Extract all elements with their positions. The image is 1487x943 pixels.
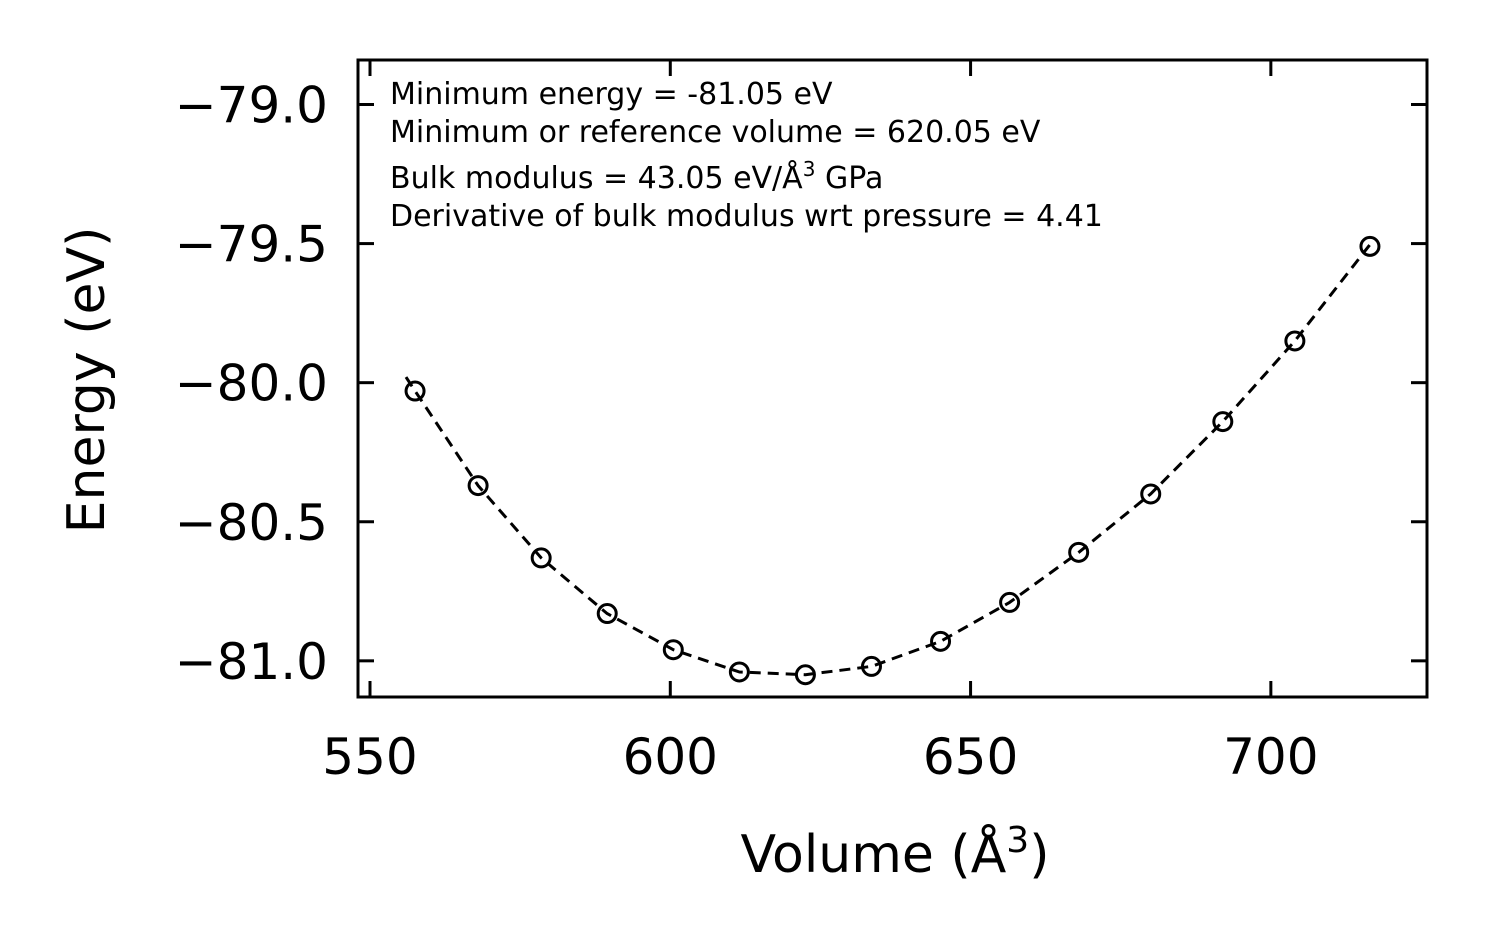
y-tick-label: −81.0	[175, 633, 328, 691]
y-tick-label: −79.0	[175, 77, 328, 135]
x-tick-label: 650	[923, 728, 1018, 786]
data-point	[1068, 541, 1090, 563]
x-axis-title: Volume (Å3)	[741, 820, 1050, 885]
data-point	[1284, 330, 1306, 352]
fit-curve	[404, 239, 1375, 677]
fit-curve-path	[404, 239, 1375, 677]
y-tick-label: −80.5	[175, 494, 328, 552]
x-axis-title-main: Volume (Å	[741, 823, 1007, 885]
x-axis-title-end: )	[1029, 825, 1049, 885]
plot-frame	[356, 58, 1429, 699]
x-tick-label: 600	[623, 728, 718, 786]
y-tick-label: −79.5	[175, 216, 328, 274]
annotation-bulk-modulus: Bulk modulus = 43.05 eV/Å3 GPa	[390, 157, 883, 196]
annotation-min-volume: Minimum or reference volume = 620.05 eV	[390, 115, 1041, 150]
x-tick-label: 700	[1223, 728, 1318, 786]
data-point	[1212, 411, 1234, 433]
data-point	[1140, 483, 1162, 505]
axis-ticks	[358, 60, 1427, 697]
y-tick-label: −80.0	[175, 355, 328, 413]
axis-tick-labels: 550 600 650 700 −79.0 −79.5 −80.0 −80.5 −81.0	[175, 77, 1319, 786]
y-axis-title: Energy (eV)	[57, 227, 117, 534]
data-point	[404, 380, 426, 402]
data-point	[794, 664, 816, 686]
data-point	[530, 547, 552, 569]
data-point	[662, 639, 684, 661]
annotation-bulk-modulus-unit: GPa	[815, 161, 883, 196]
data-point	[467, 475, 489, 497]
annotation-bulk-modulus-main: Bulk modulus = 43.05 eV/Å	[390, 160, 803, 196]
annotation-bulk-derivative: Derivative of bulk modulus wrt pressure …	[390, 199, 1103, 234]
data-point	[728, 661, 750, 683]
x-tick-label: 550	[322, 728, 417, 786]
annotation-min-energy: Minimum energy = -81.05 eV	[390, 77, 833, 112]
annotation-bulk-modulus-sup: 3	[803, 157, 816, 181]
data-point	[1359, 235, 1381, 257]
data-point	[999, 591, 1021, 613]
x-axis-title-sup: 3	[1006, 820, 1029, 861]
data-point	[596, 603, 618, 625]
data-point	[930, 630, 952, 652]
data-points	[404, 235, 1381, 686]
data-point	[860, 655, 882, 677]
